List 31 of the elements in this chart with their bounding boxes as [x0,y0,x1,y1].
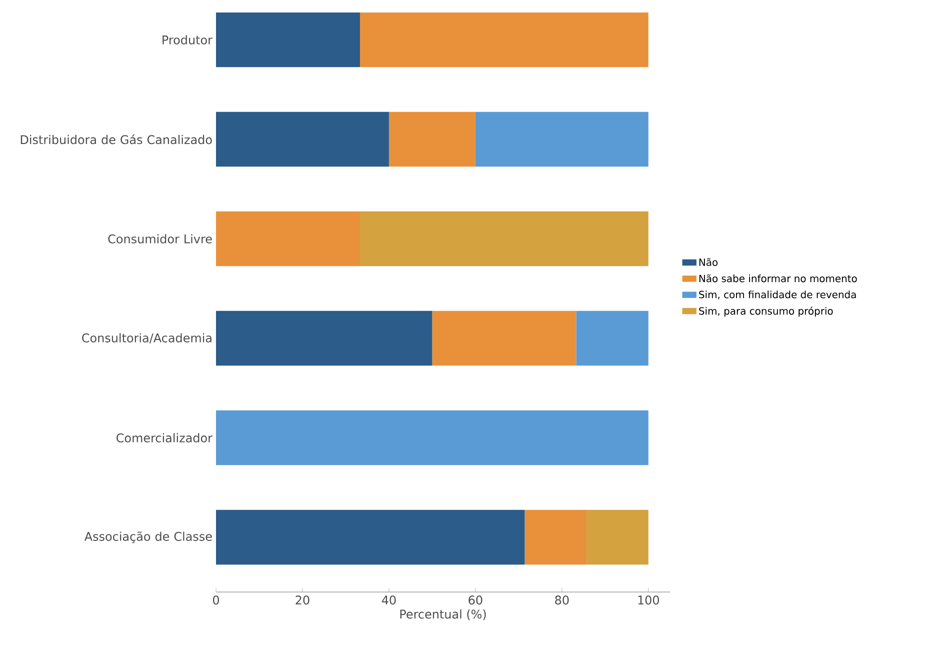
bar [216,410,648,466]
x-tick-label: 100 [638,596,659,605]
y-tick-label: Distribuidora de Gás Canalizado [20,134,212,144]
bar [388,112,476,167]
bar [586,510,648,565]
legend-label: Sim, para consumo próprio [699,306,833,317]
legend-label: Sim, com finalidade de revenda [699,290,856,300]
x-tick-label: 20 [296,596,310,605]
y-tick-label: Produtor [162,35,212,44]
bar [216,211,360,266]
x-tick-label: 60 [468,596,482,605]
bar [216,112,389,167]
bar [576,310,648,366]
bar [216,510,525,565]
y-tick-label: Comercializador [116,433,212,442]
y-tick-label: Consumidor Livre [108,234,212,244]
x-tick-label: 80 [555,596,569,605]
legend-label: Não [699,258,718,266]
x-tick-label: 40 [382,596,396,605]
bar [360,211,648,266]
legend-label: Não sabe informar no momento [699,274,857,282]
bar [216,12,360,68]
y-tick-label: Consultoria/Academia [82,333,212,344]
bar [524,510,587,565]
x-tick-label: 0 [212,596,220,605]
x-axis-title: Percentual (%) [400,609,486,620]
bar [216,310,432,366]
bar [360,12,648,68]
bar [432,310,576,366]
y-tick-label: Associação de Classe [84,531,212,544]
bar [475,112,648,167]
